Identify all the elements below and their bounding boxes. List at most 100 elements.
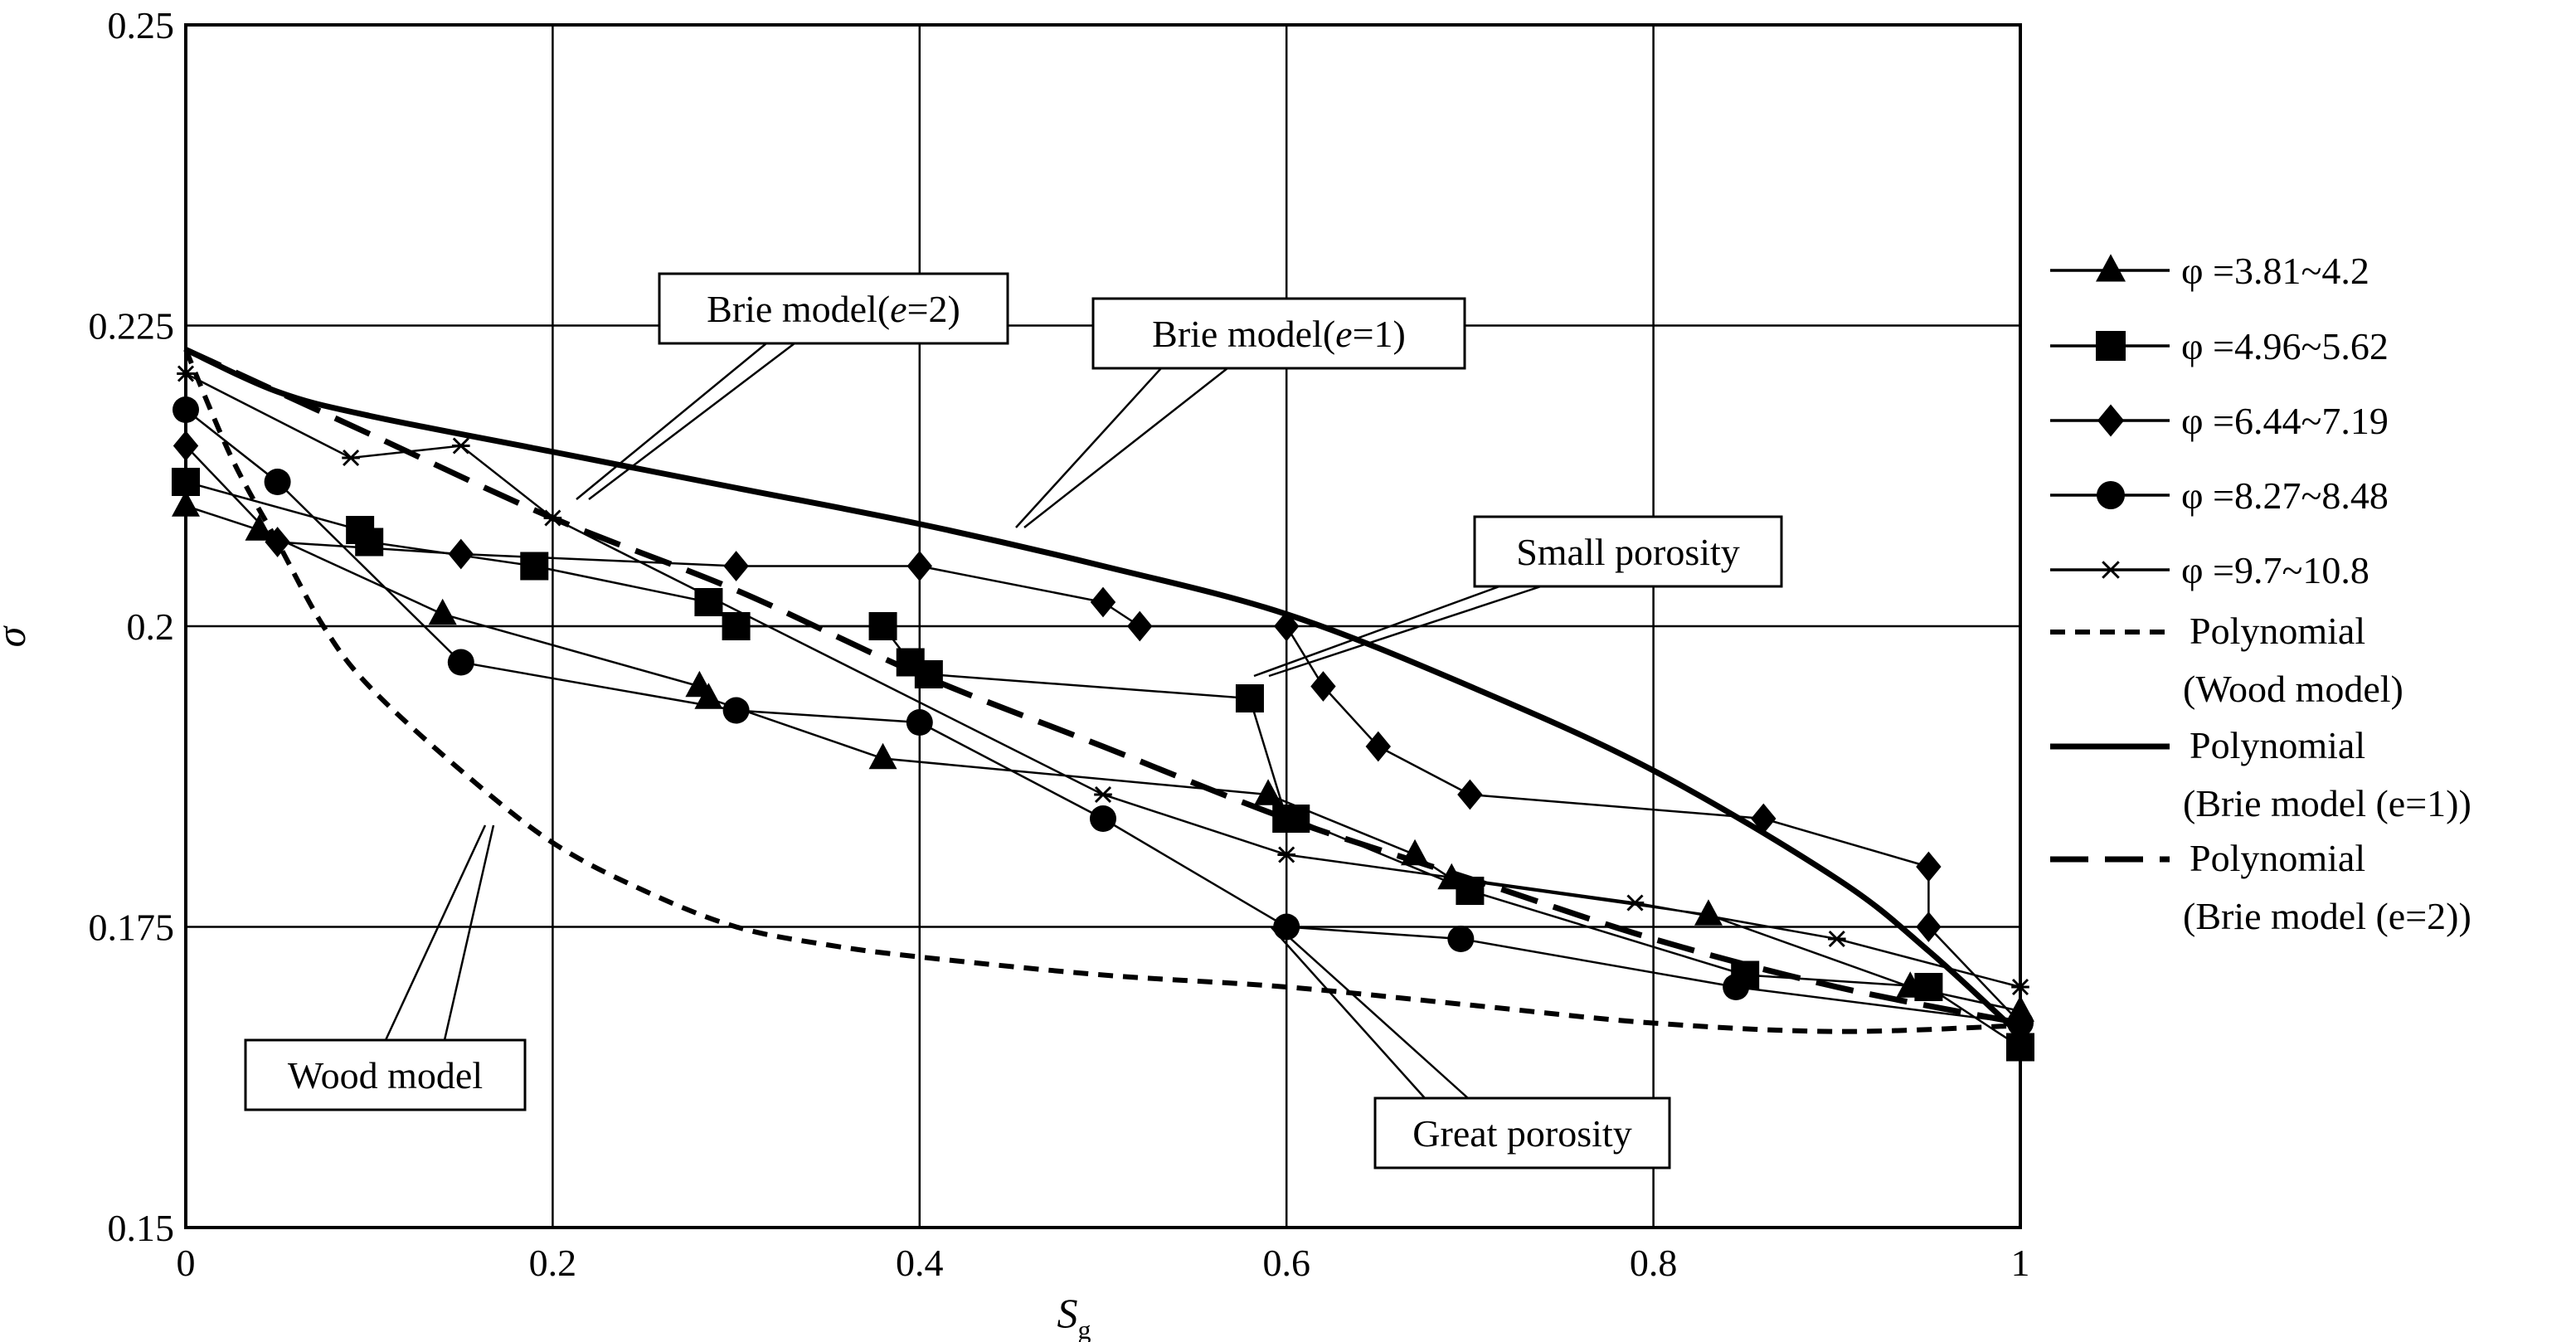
plot-frame (184, 23, 2022, 1229)
legend-label: φ =9.7~10.8 (2181, 549, 2369, 591)
x-axis-label-main: S (1057, 1290, 1078, 1336)
annotation-wood-model: Wood model (244, 824, 527, 1111)
series-5-point (543, 509, 562, 527)
annotation-brie-e2-text-part: =2) (907, 288, 960, 330)
y-tick-label: 0.15 (108, 1207, 175, 1249)
series-2-point (722, 612, 751, 640)
annotation-great-porosity: Great porosity (1271, 926, 1671, 1169)
series-3-point (1916, 851, 1942, 883)
legend-marker-diamond (2097, 404, 2125, 437)
legend-label-line: Polynomial (2190, 724, 2365, 766)
legend-label-line: (Wood model) (2183, 668, 2403, 710)
annotation-great-porosity-text: Great porosity (1412, 1112, 1631, 1155)
series-2-point (914, 660, 943, 688)
annotation-brie-e2-text-part: e (890, 288, 906, 330)
series-2-point (1914, 973, 1943, 1001)
legend-label-line: (Brie model (e=1)) (2183, 782, 2472, 824)
series-3-point (448, 538, 474, 570)
series-4-point (1090, 805, 1116, 832)
legend-label-line: Polynomial (2190, 837, 2365, 879)
annotation-small-porosity-leader (1253, 585, 1500, 678)
x-tick-label: 0.6 (1262, 1242, 1310, 1284)
annotation-wood-model-box (244, 1038, 527, 1111)
series-5-point (2011, 978, 2029, 996)
annotation-brie-e1-text-part: e (1335, 313, 1352, 355)
series-3-point (1274, 610, 1300, 642)
series-4-point (722, 697, 750, 724)
series-1-point (1254, 779, 1283, 805)
legend-item: Polynomial (Brie model (e=2)) (2050, 837, 2472, 937)
series-5-point (342, 449, 360, 467)
series-1-point (1694, 899, 1723, 926)
annotation-wood-model-text: Wood model (288, 1054, 483, 1096)
series-3-point (906, 551, 932, 581)
series-3-point (1310, 671, 1336, 702)
series-3-point (1090, 586, 1116, 618)
legend-item: Polynomial (Brie model (e=1)) (2050, 724, 2472, 824)
legend-marker-star (2101, 561, 2121, 579)
series-3-point (1127, 610, 1153, 642)
x-tick-label: 0.4 (896, 1242, 944, 1284)
annotation-great-porosity-leader (1271, 926, 1426, 1099)
series-4-point (173, 396, 199, 423)
annotation-small-porosity-box (1473, 515, 1783, 588)
annotation-brie-e2-leader (588, 343, 795, 500)
annotation-brie-e1-leader (1023, 367, 1228, 528)
y-tick-label: 0.225 (89, 305, 175, 348)
series-5-point (1828, 930, 1846, 948)
series-2-point (1235, 684, 1264, 712)
annotation-great-porosity-leader (1277, 926, 1469, 1099)
markers-layer (172, 365, 2034, 1062)
legend-item: Polynomial (Wood model) (2050, 610, 2403, 710)
annotation-great-porosity-box (1373, 1096, 1671, 1169)
series-line-8 (184, 347, 2021, 1026)
series-2-point (1281, 805, 1310, 833)
legend-marker-triangle (2096, 254, 2126, 282)
x-axis-label: Sg (1057, 1290, 1091, 1342)
series-line-4 (185, 409, 2021, 1024)
legend-item: φ =8.27~8.48 (2050, 474, 2389, 517)
y-tick-label: 0.25 (108, 4, 175, 46)
series-3-point (1365, 731, 1391, 762)
x-tick-label: 0 (177, 1242, 196, 1284)
x-tick-label: 1 (2011, 1242, 2030, 1284)
series-4-point (1273, 913, 1300, 941)
annotation-brie-e1-box (1091, 297, 1466, 370)
series-5-point (1094, 785, 1112, 804)
legend-marker-circle (2097, 481, 2125, 509)
series-4-point (447, 649, 474, 676)
series-3-point (1457, 779, 1483, 810)
series-line-7 (184, 347, 2023, 1038)
series-3-point (723, 551, 749, 581)
y-axis-label: σ (0, 625, 34, 647)
series-4-point (906, 709, 933, 736)
legend-label-line: Polynomial (2190, 610, 2365, 652)
annotation-brie-e2-text-part: Brie model( (707, 288, 890, 330)
annotation-brie-e2-text: Brie model(e=2) (707, 288, 960, 330)
legend-marker-square (2096, 331, 2126, 361)
series-2-point (1456, 877, 1485, 905)
annotation-brie-e1-text-part: Brie model( (1152, 313, 1335, 355)
annotation-wood-model-leader (443, 824, 495, 1041)
annotations: Brie model(e=2)Brie model(e=1)Small poro… (244, 272, 1783, 1169)
series-1-point (245, 514, 274, 541)
y-tick-label: 0.2 (127, 605, 175, 648)
series-2-point (694, 588, 723, 616)
series-2-point (355, 528, 384, 557)
series-5-point (177, 365, 195, 382)
series-4-point (264, 469, 291, 495)
annotation-brie-e1-text-part: =1) (1353, 313, 1406, 355)
legend-label: φ =4.96~5.62 (2181, 325, 2389, 367)
series-4-point (2007, 1009, 2034, 1037)
legend-label: φ =6.44~7.19 (2181, 400, 2389, 442)
annotation-small-porosity-text: Small porosity (1516, 531, 1740, 573)
series-line-6 (183, 348, 2021, 1034)
series-3-point (1751, 803, 1776, 834)
x-tick-label: 0.8 (1630, 1242, 1678, 1284)
series-layer (183, 347, 2023, 1048)
series-1-point (172, 490, 200, 517)
legend-item: φ =9.7~10.8 (2050, 549, 2369, 591)
series-3-point (1916, 912, 1942, 942)
annotation-wood-model-leader (384, 824, 487, 1041)
